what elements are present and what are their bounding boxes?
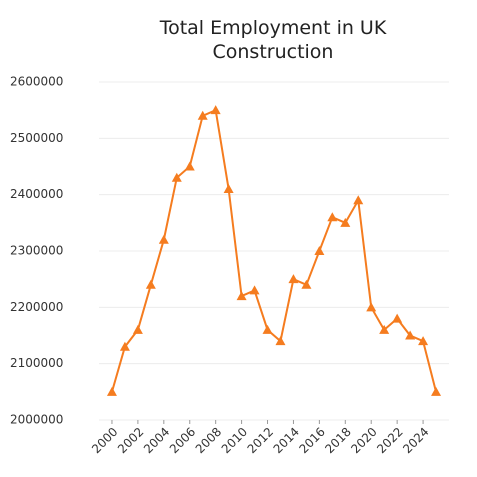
x-tick-label: 2014 [271, 425, 302, 456]
x-tick-label: 2016 [296, 425, 327, 456]
marker [379, 324, 390, 334]
marker [418, 336, 429, 346]
x-tick-label: 2012 [245, 425, 276, 456]
marker [132, 324, 143, 334]
marker [301, 279, 312, 289]
marker [392, 313, 403, 323]
x-tick-label: 2022 [374, 425, 405, 456]
marker [366, 302, 377, 312]
marker [197, 110, 208, 120]
x-tick-label: 2020 [348, 425, 379, 456]
marker [236, 291, 247, 301]
marker [223, 184, 234, 194]
y-tick-label: 2400000 [10, 187, 63, 201]
y-tick-label: 2500000 [10, 131, 63, 145]
x-tick-label: 2002 [115, 425, 146, 456]
line [111, 108, 438, 393]
marker [431, 386, 442, 396]
y-tick-label: 2600000 [10, 75, 63, 89]
y-tick-label: 2200000 [10, 300, 63, 314]
marker [405, 330, 416, 340]
marker [171, 172, 182, 182]
x-tick-label: 2004 [141, 425, 172, 456]
chart-title: Total Employment in UK Construction [159, 17, 387, 63]
y-tick-label: 2100000 [10, 356, 63, 370]
marker [340, 217, 351, 227]
marker [184, 161, 195, 171]
marker [275, 336, 286, 346]
y-tick-label: 2300000 [10, 244, 63, 258]
x-tick-label: 2018 [322, 425, 353, 456]
marker [288, 274, 299, 284]
x-tick-label: 2010 [219, 425, 250, 456]
marker [106, 386, 117, 396]
marker [353, 195, 364, 205]
y-tick-label: 2000000 [10, 413, 63, 427]
x-tick-label: 2006 [167, 425, 198, 456]
marker [314, 246, 325, 255]
marker [119, 341, 130, 351]
marker [210, 105, 221, 115]
x-tick-label: 2008 [193, 425, 224, 456]
x-tick-label: 2024 [400, 425, 431, 456]
x-tick-label: 2000 [89, 425, 120, 456]
marker [249, 285, 260, 295]
marker [145, 279, 156, 289]
marker [327, 212, 338, 222]
marker [158, 234, 169, 244]
marker [262, 324, 273, 334]
